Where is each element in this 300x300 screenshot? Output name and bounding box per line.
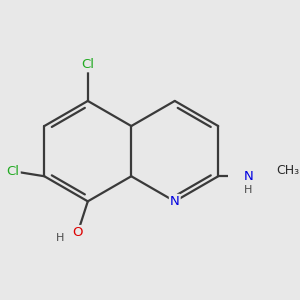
Text: N: N <box>244 170 253 183</box>
Text: N: N <box>170 195 180 208</box>
Text: CH₃: CH₃ <box>276 164 299 177</box>
Text: H: H <box>244 185 253 195</box>
Text: O: O <box>73 226 83 239</box>
Text: H: H <box>56 233 64 244</box>
Text: Cl: Cl <box>7 165 20 178</box>
Text: Cl: Cl <box>81 58 94 71</box>
